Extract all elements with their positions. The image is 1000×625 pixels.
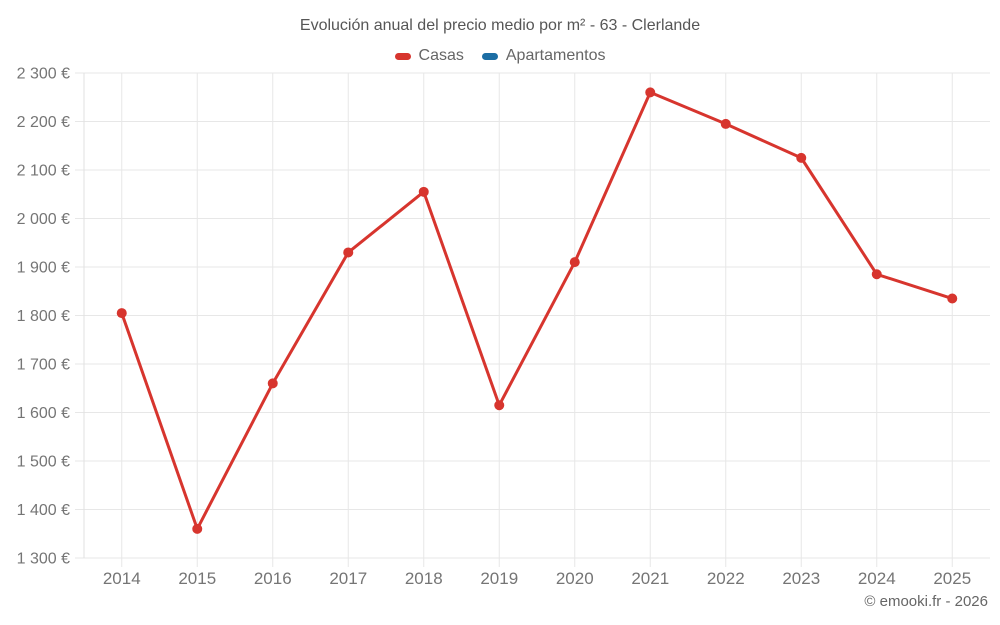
x-tick-label: 2024 (858, 569, 896, 588)
y-tick-label: 1 800 € (17, 308, 70, 325)
legend-swatch-casas (394, 52, 411, 60)
x-tick-label: 2016 (254, 569, 292, 588)
data-point-2015[interactable] (192, 523, 203, 534)
y-tick-label: 1 700 € (17, 357, 70, 374)
y-tick-label: 2 100 € (17, 163, 70, 180)
y-tick-label: 1 900 € (17, 260, 70, 277)
y-tick-label: 1 500 € (17, 454, 70, 471)
legend-swatch-apartamentos (481, 52, 498, 60)
legend-item-apartamentos[interactable]: Apartamentos (481, 47, 606, 65)
x-tick-label: 2017 (329, 569, 367, 588)
data-point-2025[interactable] (947, 293, 958, 304)
y-tick-label: 1 300 € (17, 551, 70, 568)
credit-text: © emooki.fr - 2026 (864, 593, 988, 610)
x-tick-label: 2023 (782, 569, 820, 588)
x-tick-label: 2020 (556, 569, 594, 588)
x-tick-label: 2019 (480, 569, 518, 588)
y-tick-label: 2 200 € (17, 114, 70, 131)
data-point-2019[interactable] (494, 400, 505, 411)
data-point-2020[interactable] (569, 257, 580, 268)
y-tick-label: 2 300 € (17, 66, 70, 83)
legend-label-casas: Casas (418, 47, 464, 64)
data-point-2022[interactable] (720, 118, 731, 129)
chart-title: Evolución anual del precio medio por m² … (299, 17, 701, 34)
x-tick-label: 2022 (707, 569, 745, 588)
series-line-casas (120, 90, 954, 531)
data-point-2021[interactable] (645, 87, 656, 98)
x-tick-label: 2025 (933, 569, 971, 588)
data-point-2018[interactable] (418, 186, 429, 197)
x-tick-label: 2018 (405, 569, 443, 588)
data-point-2017[interactable] (343, 247, 354, 258)
data-point-2014[interactable] (116, 308, 127, 319)
legend-label-apartamentos: Apartamentos (505, 47, 606, 64)
x-tick-label: 2021 (631, 569, 669, 588)
data-point-2024[interactable] (871, 269, 882, 280)
data-point-2016[interactable] (267, 378, 278, 389)
y-tick-label: 1 400 € (17, 502, 70, 519)
y-tick-label: 1 600 € (17, 405, 70, 422)
y-tick-label: 2 000 € (17, 211, 70, 228)
legend-item-casas[interactable]: Casas (394, 47, 464, 65)
chart-legend: Casas Apartamentos (0, 47, 1000, 65)
x-tick-label: 2014 (103, 569, 141, 588)
x-tick-label: 2015 (178, 569, 216, 588)
data-point-2023[interactable] (796, 152, 807, 163)
